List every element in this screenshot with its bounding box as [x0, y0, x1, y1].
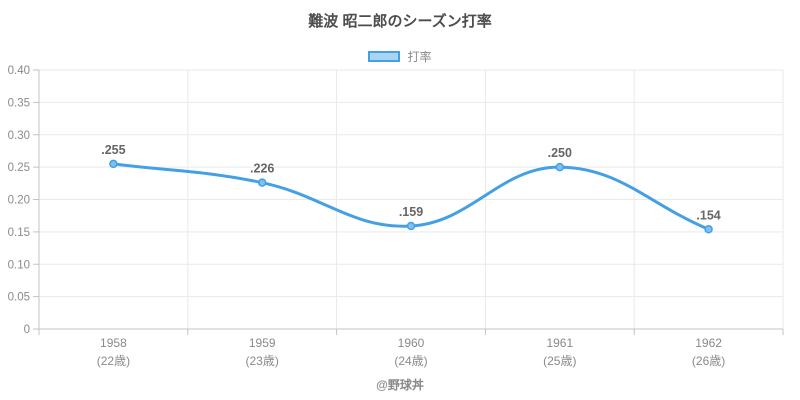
y-axis-tick-labels: 0 0.05 0.10 0.15 0.20 0.25 0.30 0.35 0.40: [8, 65, 30, 336]
svg-text:(25歳): (25歳): [543, 354, 576, 368]
svg-text:.154: .154: [696, 208, 720, 222]
tick-marks: [33, 69, 784, 335]
svg-text:.255: .255: [101, 143, 125, 157]
grid-lines: [39, 69, 784, 329]
svg-text:0.05: 0.05: [8, 292, 30, 304]
svg-text:1962: 1962: [695, 336, 722, 350]
data-point[interactable]: [406, 221, 416, 231]
svg-text:1961: 1961: [546, 336, 573, 350]
svg-text:(26歳): (26歳): [692, 354, 725, 368]
svg-text:.250: .250: [548, 146, 572, 160]
svg-text:0.35: 0.35: [8, 97, 30, 109]
x-axis-tick-labels: 1958 (22歳) 1959 (23歳) 1960 (24歳) 1961 (25歳) 1962…: [97, 336, 726, 368]
legend-swatch-icon: [368, 50, 401, 62]
svg-text:(23歳): (23歳): [246, 354, 279, 368]
data-point[interactable]: [109, 159, 118, 169]
chart-title: 難波 昭二郎のシーズン打率: [308, 13, 492, 30]
svg-text:1958: 1958: [100, 336, 127, 350]
legend-label: 打率: [407, 49, 432, 64]
svg-text:0.25: 0.25: [8, 162, 30, 174]
series-line: [111, 162, 711, 231]
svg-text:0.20: 0.20: [8, 195, 30, 207]
svg-text:.226: .226: [250, 162, 274, 176]
svg-text:0.10: 0.10: [8, 259, 30, 271]
data-points: [109, 159, 713, 234]
data-labels: .255 .226 .159 .250 .154: [101, 143, 721, 222]
data-point[interactable]: [555, 162, 565, 172]
svg-text:0: 0: [24, 324, 30, 336]
svg-text:.159: .159: [399, 205, 423, 219]
legend: 打率: [0, 48, 800, 65]
svg-text:1959: 1959: [249, 336, 276, 350]
svg-text:0.30: 0.30: [8, 130, 30, 142]
svg-text:(22歳): (22歳): [97, 354, 130, 368]
legend-item-batting-average[interactable]: 打率: [368, 48, 432, 65]
svg-text:1960: 1960: [398, 336, 425, 350]
data-point[interactable]: [704, 225, 713, 234]
svg-text:(24歳): (24歳): [394, 354, 427, 368]
data-point[interactable]: [257, 178, 267, 187]
chart-footer-credit: @野球丼: [376, 378, 424, 392]
svg-text:0.40: 0.40: [8, 65, 30, 77]
svg-text:0.15: 0.15: [8, 227, 30, 239]
